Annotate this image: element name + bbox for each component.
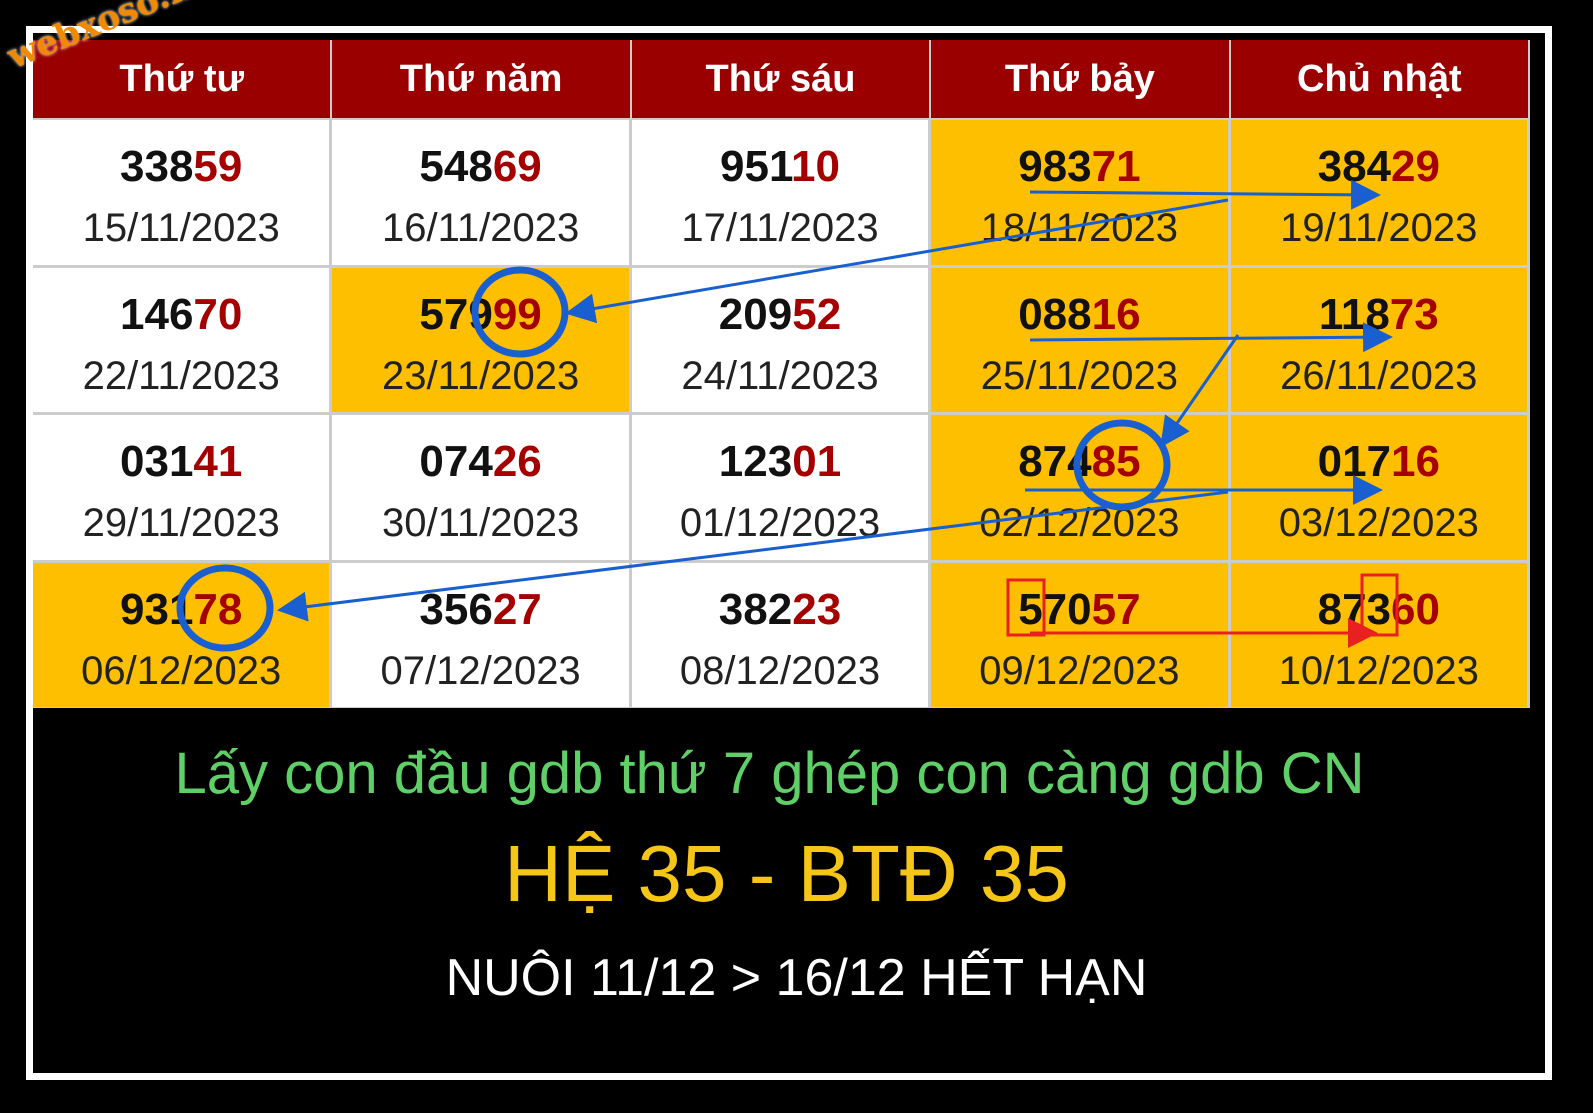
number-tail: 60 (1391, 584, 1440, 634)
number-head: 146 (120, 289, 194, 339)
number-tail: 23 (792, 584, 842, 634)
result-cell: 35627 07/12/2023 (332, 562, 629, 707)
arrow (565, 198, 1229, 324)
highlight-box (1006, 578, 1046, 637)
result-date: 07/12/2023 (380, 648, 581, 693)
result-date: 01/12/2023 (679, 501, 881, 545)
number-tail: 78 (193, 584, 243, 634)
number-head: 951 (720, 142, 791, 191)
result-date: 30/11/2023 (381, 501, 580, 545)
number-tail: 01 (792, 437, 842, 486)
number-head: 209 (718, 289, 793, 339)
number-head: 088 (1018, 289, 1092, 339)
result-date: 25/11/2023 (980, 353, 1178, 398)
number-tail: 52 (792, 289, 842, 339)
result-number: 57057 (931, 585, 1227, 635)
highlight-box (1360, 573, 1399, 637)
result-number: 12301 (632, 437, 928, 487)
arrow (277, 490, 1229, 622)
number-head: 338 (120, 142, 194, 191)
header-cell: Thứ tư (33, 40, 331, 118)
result-cell: 95110 17/11/2023 (631, 120, 929, 265)
result-date: 29/11/2023 (82, 501, 280, 545)
result-cell: 38223 08/12/2023 (631, 562, 929, 707)
header-cell: Thứ năm (332, 40, 630, 118)
result-cell: 20952 24/11/2023 (631, 267, 929, 412)
number-tail: 10 (791, 142, 840, 191)
result-date: 08/12/2023 (679, 648, 881, 693)
arrow (1029, 179, 1381, 210)
result-date: 22/11/2023 (82, 353, 280, 398)
result-cell: 33859 15/11/2023 (33, 120, 330, 265)
number-tail: 57 (1091, 584, 1141, 634)
result-number: 11873 (1231, 290, 1527, 340)
number-tail: 16 (1091, 289, 1141, 339)
result-date: 09/12/2023 (979, 648, 1180, 693)
number-head: 382 (718, 584, 793, 634)
arrow (1029, 322, 1393, 353)
number-tail: 69 (492, 142, 542, 191)
result-date: 06/12/2023 (81, 648, 282, 693)
number-tail: 70 (193, 289, 243, 339)
result-date: 24/11/2023 (681, 353, 879, 398)
number-tail: 16 (1391, 437, 1440, 486)
result-cell: 54869 16/11/2023 (332, 120, 629, 265)
number-head: 548 (419, 142, 493, 191)
number-head: 031 (120, 437, 194, 486)
result-number: 95110 (632, 142, 928, 192)
result-date: 10/12/2023 (1278, 648, 1479, 693)
number-tail: 73 (1389, 289, 1439, 339)
result-date: 02/12/2023 (979, 501, 1180, 545)
result-number: 33859 (33, 142, 329, 192)
method-note: Lấy con đầu gdb thứ 7 ghép con càng gdb … (174, 741, 1365, 806)
result-number: 98371 (931, 142, 1227, 192)
result-number: 35627 (332, 585, 628, 635)
number-tail: 59 (193, 142, 243, 191)
result-date: 26/11/2023 (1280, 353, 1478, 398)
number-head: 074 (419, 437, 493, 486)
result-number: 38223 (632, 585, 928, 635)
result-date: 15/11/2023 (82, 206, 280, 250)
header-cell: Thứ bảy (931, 40, 1229, 118)
period-note: NUÔI 11/12 > 16/12 HẾT HẠN (445, 949, 1148, 1007)
number-tail: 99 (492, 289, 542, 339)
number-tail: 71 (1091, 142, 1141, 191)
number-tail: 27 (492, 584, 542, 634)
result-cell: 57057 09/12/2023 (931, 562, 1228, 707)
result-date: 19/11/2023 (1280, 206, 1478, 250)
result-number: 20952 (632, 290, 928, 340)
result-number: 14670 (33, 290, 329, 340)
number-head: 983 (1018, 142, 1092, 191)
result-number: 07426 (332, 437, 628, 487)
arrow (1160, 334, 1240, 448)
result-cell: 93178 06/12/2023 (33, 562, 330, 707)
result-date: 17/11/2023 (681, 206, 879, 250)
number-head: 123 (718, 437, 793, 486)
header-cell: Chủ nhật (1230, 40, 1528, 118)
circle (1073, 419, 1171, 511)
number-tail: 41 (193, 437, 243, 486)
result-date: 03/12/2023 (1278, 501, 1479, 545)
result-note: HỆ 35 - BTĐ 35 (504, 829, 1069, 918)
number-head: 356 (419, 584, 493, 634)
number-tail: 29 (1391, 142, 1440, 191)
circle (471, 266, 569, 358)
result-date: 23/11/2023 (381, 353, 580, 398)
result-cell: 03141 29/11/2023 (33, 415, 330, 560)
number-tail: 85 (1091, 437, 1141, 486)
number-tail: 26 (492, 437, 542, 486)
result-number: 54869 (332, 142, 628, 192)
circle (176, 564, 274, 652)
result-date: 16/11/2023 (381, 206, 580, 250)
result-number: 03141 (33, 437, 329, 487)
result-cell: 14670 22/11/2023 (33, 267, 330, 412)
result-cell: 07426 30/11/2023 (332, 415, 629, 560)
result-number: 38429 (1231, 142, 1527, 192)
header-cell: Thứ sáu (631, 40, 930, 118)
number-head: 570 (1018, 584, 1092, 634)
result-number: 08816 (931, 290, 1227, 340)
